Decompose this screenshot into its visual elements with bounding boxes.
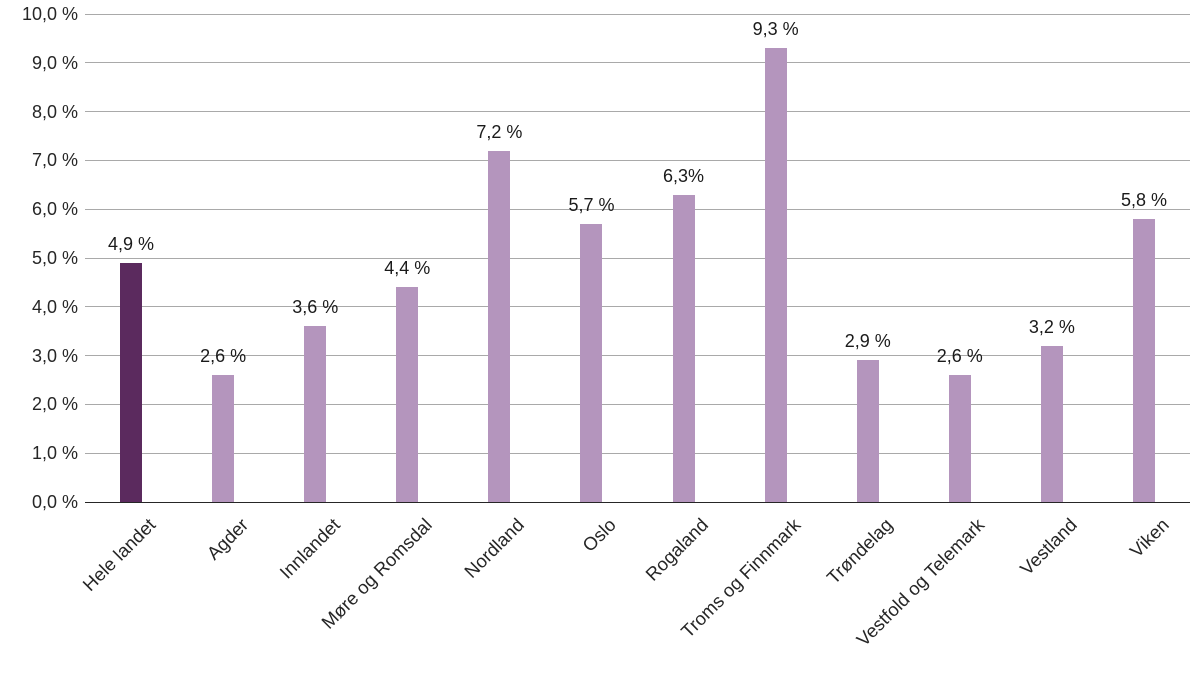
bar-oslo [580,223,603,502]
bar-value-label: 7,2 % [476,121,523,142]
bar-value-label: 3,2 % [1028,316,1075,337]
bar-rogaland [672,194,695,502]
y-tick-label: 3,0 % [31,345,78,366]
x-axis-label: Viken [1125,514,1173,562]
y-tick-label: 9,0 % [31,52,78,73]
y-tick-label: 6,0 % [31,199,78,220]
bar-m-re-og-romsdal [396,287,419,502]
gridline [85,355,1190,357]
gridline [85,159,1190,161]
gridline [85,403,1190,405]
y-tick-label: 2,0 % [31,394,78,415]
gridline [85,111,1190,113]
gridline [85,257,1190,259]
y-tick-label: 10,0 % [21,4,78,24]
bar-value-label: 5,7 % [568,194,615,215]
gridline [85,208,1190,210]
y-tick-label: 5,0 % [31,248,78,268]
bar-value-label: 2,6 % [936,346,983,367]
bar-value-label: 9,3 % [752,19,799,40]
gridline [85,306,1190,308]
y-tick-label: 1,0 % [31,443,78,464]
x-axis-label: Rogaland [641,514,713,585]
bar-value-label: 2,6 % [200,346,247,367]
bar-value-label: 4,4 % [384,258,431,279]
y-tick-label: 0,0 % [31,492,78,512]
bar-viken [1132,218,1155,502]
y-tick-label: 7,0 % [31,150,78,171]
bar-nordland [488,150,511,502]
x-axis-label: Vestland [1015,514,1081,580]
bar-value-label: 5,8 % [1120,189,1167,210]
bar-value-label: 4,9 % [108,233,155,254]
bar-vestfold-og-telemark [948,375,971,502]
gridline [85,452,1190,454]
bar-hele-landet [120,262,143,502]
x-axis-label: Agder [202,514,252,564]
bar-troms-og-finnmark [764,48,787,502]
bar-value-label: 3,6 % [292,297,339,318]
bar-innlandet [304,326,327,502]
bar-vestland [1040,345,1063,502]
bar-value-label: 6,3% [663,165,705,186]
x-axis-label: Innlandet [275,514,345,583]
x-axis-label: Nordland [460,514,529,582]
bar-agder [212,375,235,502]
bar-tr-ndelag [856,360,879,502]
gridline [85,13,1190,15]
x-axis-line [85,501,1190,503]
gridline [85,62,1190,64]
x-axis-label: Hele landet [78,514,160,596]
x-axis-label: Trøndelag [822,514,897,588]
y-tick-label: 4,0 % [31,296,78,317]
x-axis-label: Oslo [578,514,621,556]
bar-value-label: 2,9 % [844,331,891,352]
y-tick-label: 8,0 % [31,101,78,122]
